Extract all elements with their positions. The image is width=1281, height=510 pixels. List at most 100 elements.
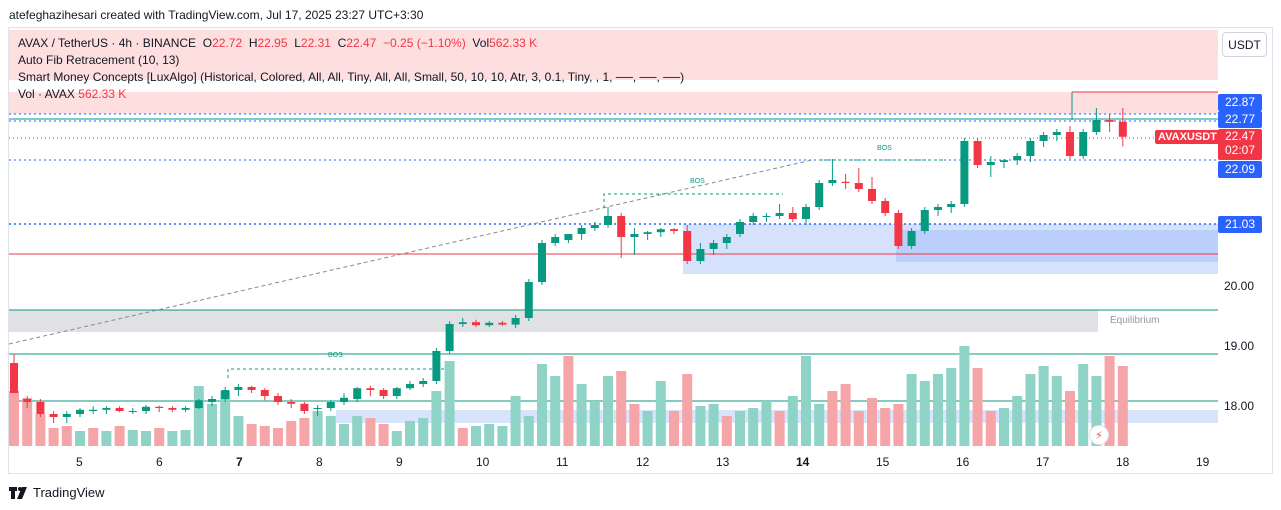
candle-body xyxy=(472,322,480,326)
bos-line xyxy=(227,368,448,378)
volume-bar xyxy=(801,356,811,446)
chart-frame xyxy=(8,27,1273,474)
volume-bar xyxy=(1012,396,1023,446)
currency-button[interactable]: USDT xyxy=(1222,32,1267,57)
volume-bar xyxy=(695,406,706,446)
candle-body xyxy=(854,183,863,189)
candle-body xyxy=(775,213,784,216)
volume-bar xyxy=(642,411,653,446)
order-block-inner xyxy=(896,230,1218,262)
candle-body xyxy=(76,409,84,414)
candle-body xyxy=(511,318,520,325)
candle-body xyxy=(960,141,969,204)
volume-bar xyxy=(418,418,429,446)
lightning-icon[interactable]: ⚡ xyxy=(1089,425,1109,445)
volume-bar xyxy=(946,368,957,446)
candle-body xyxy=(934,207,942,210)
legend-indicator-volume[interactable]: Vol · AVAX 562.33 K xyxy=(18,86,684,103)
candle-body xyxy=(788,213,797,219)
candle-body xyxy=(683,231,692,261)
candle-body xyxy=(300,403,309,411)
y-axis-label-18: 18.00 xyxy=(1224,399,1255,413)
x-axis-tick-label: 16 xyxy=(956,455,970,469)
volume-bar xyxy=(985,411,996,446)
candle-body xyxy=(670,229,678,231)
candle-body xyxy=(564,234,573,240)
candle-body xyxy=(498,322,507,325)
volume-bar xyxy=(787,396,798,446)
candle-body xyxy=(155,406,164,408)
bos-label: BOS xyxy=(328,352,343,359)
volume-bar xyxy=(154,428,165,446)
candle-body xyxy=(656,229,665,233)
legend-indicator-fib[interactable]: Auto Fib Retracement (10, 13) xyxy=(18,53,180,67)
candle-body xyxy=(577,228,586,234)
volume-bar xyxy=(735,411,745,446)
candle-body xyxy=(868,189,876,201)
legend-indicator-smc[interactable]: Smart Money Concepts [LuxAlgo] (Historic… xyxy=(18,70,685,84)
volume-bar xyxy=(312,411,323,446)
volume-bar xyxy=(1104,356,1115,446)
candle-body xyxy=(1026,141,1035,156)
candle-body xyxy=(947,204,956,207)
bos-line xyxy=(603,193,783,208)
volume-bar xyxy=(497,426,508,446)
x-axis-tick-label: 6 xyxy=(156,455,163,469)
candle-body xyxy=(643,232,652,234)
x-axis-tick-label: 7 xyxy=(236,455,243,469)
premium-zone xyxy=(9,30,1218,80)
x-axis-tick-label: 8 xyxy=(316,455,323,469)
y-axis-label-19: 19.00 xyxy=(1224,339,1255,353)
candle-body xyxy=(722,237,731,243)
volume-bar xyxy=(1038,366,1049,446)
volume-bar xyxy=(299,418,310,446)
volume-bar xyxy=(655,381,666,446)
candle-body xyxy=(1052,132,1061,135)
x-axis-tick-label: 5 xyxy=(76,455,83,469)
legend-volume: Vol562.33 K xyxy=(472,36,538,50)
chart-legend: AVAX / TetherUS · 4h · BINANCE O22.72 H2… xyxy=(18,35,684,103)
volume-bar xyxy=(141,431,151,446)
bos-label: BOS xyxy=(877,145,892,152)
volume-bar xyxy=(88,428,99,446)
volume-bar xyxy=(75,431,85,446)
candle-body xyxy=(881,201,890,213)
candle-body xyxy=(340,397,348,402)
volume-bar xyxy=(325,416,336,446)
candle-body xyxy=(841,181,850,183)
volume-bar xyxy=(1051,376,1062,446)
tradingview-logo[interactable]: TradingView xyxy=(9,485,105,500)
legend-ohlc-row[interactable]: AVAX / TetherUS · 4h · BINANCE O22.72 H2… xyxy=(18,35,684,52)
candle-body xyxy=(274,396,282,402)
candle-body xyxy=(1000,160,1008,162)
candle-body xyxy=(326,402,335,408)
chart-credit: atefeghazihesari created with TradingVie… xyxy=(9,8,424,22)
volume-bar xyxy=(1025,374,1036,446)
volume-bar xyxy=(550,376,561,446)
candle-body xyxy=(353,388,362,399)
volume-bar xyxy=(537,364,547,446)
volume-bar xyxy=(563,356,574,446)
volume-bar xyxy=(669,411,679,446)
volume-bar xyxy=(933,374,943,446)
candle-body xyxy=(1013,156,1022,161)
volume-bar xyxy=(774,411,785,446)
volume-bar xyxy=(220,391,231,446)
candle-body xyxy=(62,414,71,417)
legend-symbol[interactable]: AVAX / TetherUS · 4h · BINANCE xyxy=(18,36,197,50)
volume-bar xyxy=(880,408,891,446)
volume-bar xyxy=(893,404,904,446)
x-axis-tick-label: 18 xyxy=(1116,455,1130,469)
candle-body xyxy=(762,216,771,217)
volume-bar xyxy=(906,374,917,446)
volume-bar xyxy=(180,430,191,446)
candle-body xyxy=(604,216,612,225)
last-price-tag: 22.47 02:07 xyxy=(1218,129,1262,160)
candle-body xyxy=(366,388,375,390)
price-tag-21-03: 21.03 xyxy=(1218,216,1262,233)
volume-bar xyxy=(1065,391,1075,446)
candle-body xyxy=(551,237,560,243)
volume-bar xyxy=(167,431,178,446)
volume-bar xyxy=(405,421,415,446)
